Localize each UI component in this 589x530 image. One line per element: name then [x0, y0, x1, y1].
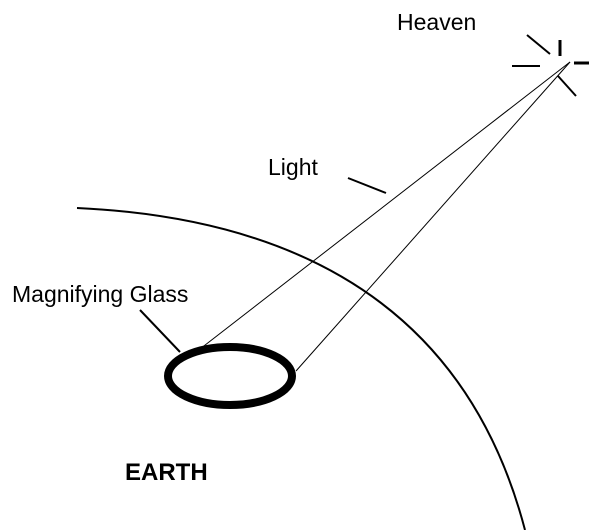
light-beam	[199, 61, 571, 350]
magnifying-glass-label: Magnifying Glass	[12, 281, 188, 307]
earth-label: EARTH	[125, 459, 208, 486]
heaven-label: Heaven	[397, 9, 476, 35]
magnifying-glass	[164, 343, 296, 409]
light-label: Light	[268, 154, 318, 180]
glass-leader	[139, 309, 181, 353]
star-ray	[526, 34, 551, 55]
star-ray	[557, 75, 577, 97]
light-beam	[295, 61, 571, 372]
earth-curve	[76, 207, 526, 530]
light-leader	[347, 177, 387, 194]
